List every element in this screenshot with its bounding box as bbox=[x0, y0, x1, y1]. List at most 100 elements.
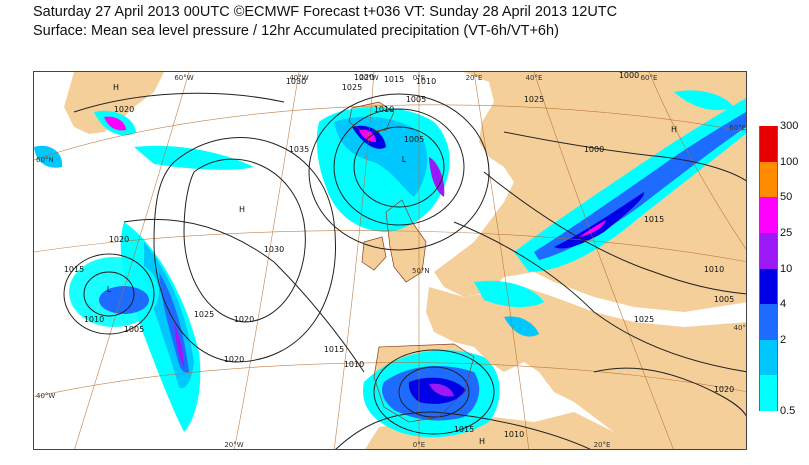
graticule-lat-60n bbox=[34, 104, 746, 161]
bottom-longitude-labels: 20°W 0°E 20°E bbox=[224, 441, 610, 449]
isobar-west-low-2 bbox=[63, 253, 155, 335]
isobar-label: 1010 bbox=[374, 105, 394, 114]
precip-east-north bbox=[674, 90, 734, 111]
pressure-centre-label: H bbox=[671, 125, 677, 134]
isobar-label: 1015 bbox=[644, 215, 664, 224]
top-lon-label: 20°W bbox=[359, 74, 378, 82]
isobar-label: 1015 bbox=[324, 345, 344, 354]
pressure-centre-labels: H H L L H H bbox=[107, 83, 677, 446]
legend-level-label: 2 bbox=[780, 333, 787, 346]
isobar-iceland-low-2 bbox=[333, 108, 465, 226]
top-lon-label: 40°E bbox=[526, 74, 543, 82]
pressure-centre-label: L bbox=[402, 155, 407, 164]
precip-italy bbox=[504, 316, 539, 337]
graticule-lat-40n bbox=[34, 362, 746, 398]
isobar-label: 1005 bbox=[406, 95, 426, 104]
graticule-lat-50n bbox=[34, 230, 746, 262]
isobar-label: 1015 bbox=[384, 75, 404, 84]
isobar-label: 1025 bbox=[524, 95, 544, 104]
land-ireland bbox=[362, 237, 386, 270]
land-europe-west bbox=[426, 287, 746, 449]
graticule-lon-40e bbox=[533, 72, 674, 449]
isobar-europe-3 bbox=[503, 131, 746, 182]
land-north-africa bbox=[365, 412, 642, 449]
coast-iceland bbox=[348, 101, 395, 133]
bottom-lon-label: 0°E bbox=[413, 441, 425, 449]
right-lat-label: 60°E bbox=[729, 124, 746, 132]
map-canvas: 60°W 40°W 20°W 0°E 20°E 40°E 60°E 20°W 0°E 20°E … bbox=[34, 72, 746, 449]
precip-iberia-peak bbox=[429, 383, 454, 397]
isobar-label: 1005 bbox=[714, 295, 734, 304]
legend-swatch bbox=[759, 375, 778, 411]
isobar-label: 1000 bbox=[584, 145, 604, 154]
isobar-label: 1030 bbox=[264, 245, 284, 254]
legend-swatch bbox=[759, 232, 778, 269]
precip-west-cyclone-inner bbox=[99, 286, 149, 314]
coast-britain bbox=[385, 199, 427, 283]
precip-greenland-west bbox=[34, 145, 63, 168]
pressure-centre-label: H bbox=[479, 437, 485, 446]
isobar-label: 1030 bbox=[286, 77, 306, 86]
isobar-label: 1010 bbox=[344, 360, 364, 369]
isobar-label: 1005 bbox=[124, 325, 144, 334]
right-lat-label: 40° bbox=[734, 324, 746, 332]
precip-greenland-south-core bbox=[104, 116, 126, 131]
precip-east-band-core bbox=[554, 192, 645, 249]
isobar-west-low-1 bbox=[83, 271, 135, 317]
top-longitude-labels: 60°W 40°W 20°W 0°E 20°E 40°E 60°E bbox=[174, 74, 657, 82]
isobar-layer bbox=[63, 92, 746, 449]
legend-level-label: 50 bbox=[780, 191, 793, 204]
isobar-label: 1015 bbox=[454, 425, 474, 434]
legend-swatch bbox=[759, 339, 778, 376]
isobar-label: 1020 bbox=[234, 315, 254, 324]
isobar-label: 1035 bbox=[289, 145, 309, 154]
title-line-1: Saturday 27 April 2013 00UTC ©ECMWF Fore… bbox=[33, 4, 618, 20]
isobar-label: 1010 bbox=[504, 430, 524, 439]
precip-east-band-peak bbox=[579, 220, 606, 237]
left-lat-label: 60°N bbox=[36, 156, 54, 164]
isobar-iceland-low-3 bbox=[308, 93, 490, 251]
isobar-europe-1 bbox=[453, 221, 746, 373]
isobar-label: 1005 bbox=[404, 135, 424, 144]
legend-level-label: 0.5 bbox=[780, 405, 796, 417]
isobar-label: 1020 bbox=[354, 73, 374, 82]
top-lon-label: 60°E bbox=[641, 74, 658, 82]
precip-iceland-low-peak bbox=[359, 129, 376, 142]
graticule-lon-60e bbox=[648, 72, 746, 250]
graticule-lon-40w bbox=[234, 72, 300, 449]
isobar-label: 1000 bbox=[619, 72, 639, 80]
coast-iberia bbox=[373, 343, 475, 423]
land-greenland bbox=[64, 72, 164, 134]
legend-level-label: 100 bbox=[780, 155, 799, 168]
legend-swatch bbox=[759, 304, 778, 340]
isobar-label: 1020 bbox=[714, 385, 734, 394]
top-lon-label: 0°E bbox=[413, 74, 425, 82]
coastline-layer bbox=[348, 101, 475, 423]
isobar-label: 1010 bbox=[416, 77, 436, 86]
isobar-east-south bbox=[593, 367, 746, 417]
isobar-iceland-low-1 bbox=[353, 126, 445, 208]
legend-level-label: 4 bbox=[780, 298, 787, 311]
precip-iceland-east bbox=[429, 157, 445, 197]
isobar-south bbox=[335, 411, 591, 449]
legend-swatch bbox=[759, 161, 778, 198]
pressure-centre-label: H bbox=[239, 205, 245, 214]
isobar-iberia-low-1 bbox=[398, 366, 470, 418]
legend-level-label: 300 bbox=[780, 120, 799, 132]
precip-north-atlantic bbox=[134, 145, 254, 170]
isobar-europe-2 bbox=[483, 171, 746, 295]
isobar-label: 1020 bbox=[109, 235, 129, 244]
precip-iceland-low-mid bbox=[334, 116, 428, 197]
top-lon-label: 20°E bbox=[466, 74, 483, 82]
precip-europe-central bbox=[474, 280, 544, 308]
isobar-label: 1015 bbox=[64, 265, 84, 274]
legend-level-label: 25 bbox=[780, 226, 793, 239]
pressure-centre-label: H bbox=[113, 83, 119, 92]
isobar-label: 1025 bbox=[634, 315, 654, 324]
bottom-lon-label: 20°E bbox=[594, 441, 611, 449]
top-lon-label: 60°W bbox=[174, 74, 193, 82]
legend-swatch bbox=[759, 197, 778, 233]
precipitation-legend: 300 100 50 25 10 4 2 0.5 bbox=[759, 120, 809, 417]
isobar-atlantic-high bbox=[183, 158, 306, 323]
